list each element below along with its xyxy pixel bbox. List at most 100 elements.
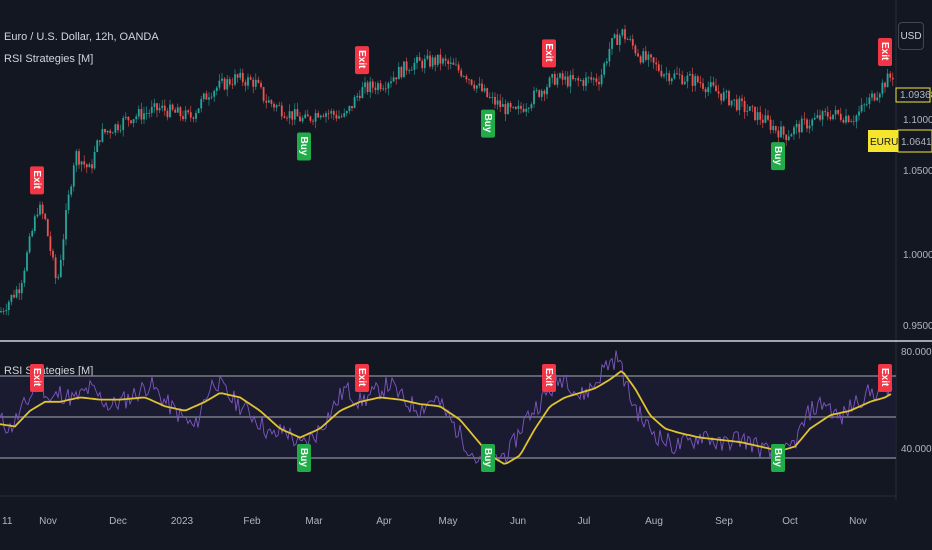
candle-body	[439, 54, 442, 64]
candle-body	[184, 110, 187, 120]
candle-body	[13, 294, 15, 298]
candle-body	[754, 106, 756, 121]
candle-body	[639, 56, 642, 63]
candle-body	[696, 76, 699, 83]
rsi-buy-signal[interactable]: Buy	[481, 444, 495, 472]
price-exit-signal[interactable]: Exit	[878, 38, 892, 66]
price-buy-signal[interactable]: Buy	[481, 109, 495, 138]
candle-body	[715, 85, 717, 92]
time-tick: Apr	[376, 516, 392, 527]
candle-body	[889, 73, 892, 78]
symbol-title[interactable]: Euro / U.S. Dollar, 12h, OANDA	[4, 31, 159, 43]
price-buy-signal[interactable]: Buy	[297, 132, 311, 161]
candle-body	[148, 112, 151, 114]
candle-body	[135, 116, 138, 120]
candle-body	[309, 116, 312, 121]
candle-body	[200, 99, 203, 109]
candle-body	[218, 80, 221, 88]
candle-body	[488, 96, 491, 98]
candle-body	[871, 93, 873, 98]
candle-body	[868, 97, 871, 104]
price-exit-signal[interactable]: Exit	[355, 46, 369, 75]
candle-body	[855, 115, 858, 122]
candle-body	[436, 54, 439, 65]
rsi-ma-line[interactable]	[0, 370, 892, 465]
candle-body	[153, 103, 156, 107]
candle-body	[0, 311, 2, 313]
candle-body	[46, 219, 49, 237]
signal-label: Exit	[31, 170, 42, 189]
candle-body	[876, 97, 879, 101]
rsi-exit-signal[interactable]: Exit	[542, 364, 556, 392]
candle-body	[803, 118, 806, 120]
rsi-buy-signal[interactable]: Buy	[297, 444, 311, 472]
candle-body	[413, 62, 416, 70]
candle-body	[221, 78, 223, 81]
price-buy-signal[interactable]: Buy	[771, 142, 785, 171]
candle-body	[377, 83, 379, 91]
candle-body	[85, 164, 88, 168]
candle-body	[10, 294, 13, 302]
svg-text:1.06417: 1.06417	[901, 137, 932, 148]
candle-body	[637, 53, 639, 57]
candle-body	[44, 213, 47, 220]
candle-body	[543, 90, 546, 95]
currency-button[interactable]: USD	[898, 22, 924, 50]
indicator-title[interactable]: RSI Strategies [M]	[4, 53, 93, 65]
candle-body	[650, 54, 652, 58]
candle-body	[595, 78, 598, 82]
candle-body	[504, 104, 507, 115]
candle-body	[379, 83, 382, 90]
candle-body	[533, 90, 535, 105]
rsi-buy-signal[interactable]: Buy	[771, 444, 785, 472]
candle-body	[538, 90, 541, 97]
candle-body	[98, 140, 101, 142]
candle-body	[852, 121, 855, 123]
candle-body	[366, 82, 369, 93]
rsi-exit-signal[interactable]: Exit	[30, 364, 44, 392]
candle-body	[228, 79, 231, 85]
candle-body	[603, 63, 606, 75]
candle-body	[520, 105, 522, 109]
rsi-pane-title[interactable]: RSI Strategies [M]	[4, 365, 93, 377]
candle-body	[691, 74, 694, 86]
rsi-exit-signal[interactable]: Exit	[355, 364, 369, 392]
candle-body	[514, 106, 517, 109]
candle-body	[774, 126, 777, 131]
candle-body	[286, 117, 288, 119]
candle-body	[465, 76, 468, 80]
candle-body	[644, 51, 647, 60]
candle-body	[579, 80, 582, 81]
candle-body	[447, 60, 450, 64]
candle-body	[845, 115, 847, 123]
rsi-exit-signal[interactable]: Exit	[878, 364, 892, 392]
candle-body	[811, 119, 814, 126]
candle-body	[57, 277, 60, 279]
candle-body	[215, 87, 218, 91]
signal-label: Exit	[356, 50, 367, 69]
candle-body	[59, 259, 62, 278]
candle-body	[782, 126, 785, 135]
candle-body	[270, 100, 273, 104]
candle-body	[291, 111, 294, 120]
price-exit-signal[interactable]: Exit	[30, 166, 44, 195]
candle-body	[267, 100, 270, 103]
candle-body	[322, 115, 325, 117]
candle-body	[634, 45, 637, 54]
candle-body	[592, 78, 595, 80]
price-exit-signal[interactable]: Exit	[542, 39, 556, 68]
rsi-line[interactable]	[0, 350, 893, 470]
candle-body	[709, 82, 712, 88]
candle-body	[530, 104, 533, 109]
candle-body	[410, 69, 413, 71]
candle-body	[2, 311, 5, 312]
candle-body	[273, 103, 275, 108]
candle-body	[231, 84, 234, 86]
candle-body	[884, 82, 886, 88]
candle-body	[358, 95, 361, 99]
candle-body	[764, 115, 767, 123]
time-axis[interactable]: 11 Nov Dec 2023 Feb Mar Apr May Jun Jul Aug Sep Oct N…	[2, 516, 867, 527]
time-tick: Jul	[578, 516, 591, 527]
candles-layer	[0, 24, 894, 316]
